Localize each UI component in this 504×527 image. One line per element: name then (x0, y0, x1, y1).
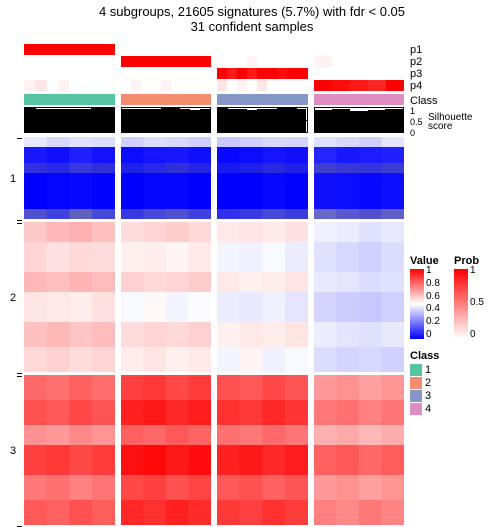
silhouette-label: Silhouettescore (428, 113, 472, 131)
class-track (24, 94, 404, 105)
row-group-label: 1 (10, 173, 16, 185)
title-line-1: 4 subgroups, 21605 signatures (5.7%) wit… (0, 0, 504, 19)
prob-track-p1 (24, 44, 404, 55)
sil-axis-tick: 0.5 (410, 117, 423, 127)
legend-prob: Prob10.50 (454, 255, 490, 339)
heatmap-panel: 123 (24, 44, 404, 500)
prob-track-p4 (24, 80, 404, 91)
sil-axis-tick: 1 (410, 106, 415, 116)
title-line-2: 31 confident samples (0, 19, 504, 36)
heatmap-body (24, 137, 404, 525)
track-label: p4 (410, 80, 502, 92)
row-group-label: 2 (10, 292, 16, 304)
track-label: p2 (410, 56, 502, 68)
legend-value: Value10.80.60.40.20 (410, 255, 446, 339)
sil-axis-tick: 0 (410, 128, 415, 138)
row-group-label: 3 (10, 445, 16, 457)
prob-track-p3 (24, 68, 404, 79)
legend-panel: p1p2p3p4 Class Silhouettescore 10.50 Value10… (410, 44, 502, 500)
track-label: p1 (410, 44, 502, 56)
prob-track-p2 (24, 56, 404, 67)
silhouette-track (24, 107, 404, 133)
legend-class: Class1234 (410, 350, 439, 416)
track-label: p3 (410, 68, 502, 80)
class-label: Class (410, 95, 502, 107)
